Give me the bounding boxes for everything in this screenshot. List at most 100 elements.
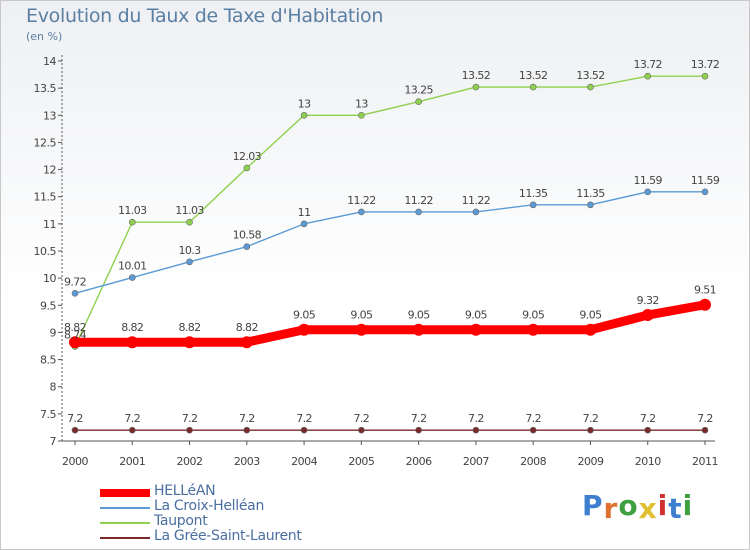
data-label: 13 (298, 97, 311, 110)
data-point (641, 309, 654, 322)
y-tick-label: 7.5 (40, 408, 56, 421)
y-tick-label: 12.5 (34, 136, 57, 149)
data-point (415, 98, 422, 106)
series-la-gree-saint-laurent (71, 426, 709, 434)
x-tick-label: 2010 (635, 455, 661, 468)
data-label: 9.05 (293, 309, 316, 322)
chart-subtitle: (en %) (26, 30, 63, 43)
x-tick-label: 2000 (62, 455, 88, 468)
data-point (527, 323, 540, 336)
data-label: 11.22 (347, 194, 376, 207)
x-tick-label: 2005 (348, 455, 374, 468)
data-label: 8.82 (236, 321, 258, 334)
data-label: 9.05 (579, 309, 602, 322)
data-point (355, 323, 368, 336)
data-point (644, 188, 652, 196)
data-label: 13.52 (519, 69, 548, 82)
x-tick-label: 2011 (692, 455, 718, 468)
data-label: 10.58 (233, 229, 262, 242)
data-label: 9.72 (64, 275, 86, 288)
data-label: 10.3 (178, 244, 201, 257)
data-label: 8.82 (121, 321, 143, 334)
data-point (183, 336, 196, 349)
data-point (644, 426, 652, 434)
series-line (74, 75, 706, 348)
y-tick-label: 9.5 (40, 299, 56, 312)
legend-swatch (100, 507, 150, 509)
legend-label: HELLéAN (154, 483, 216, 499)
data-label: 11.03 (175, 204, 204, 217)
data-label: 7.2 (239, 412, 255, 425)
data-label: 9.51 (694, 284, 716, 297)
data-label: 7.2 (411, 412, 427, 425)
x-tick-label: 2007 (463, 455, 489, 468)
data-point (128, 274, 136, 281)
data-label: 7.2 (697, 412, 713, 425)
y-tick-label: 11.5 (34, 191, 57, 204)
y-tick-label: 13 (43, 109, 56, 122)
data-label: 11.35 (576, 187, 605, 200)
data-label: 9.05 (350, 309, 373, 322)
series-line (74, 191, 706, 295)
data-label: 11.35 (519, 187, 548, 200)
legend-swatch (100, 489, 150, 497)
y-tick-label: 14 (43, 55, 56, 68)
data-point (584, 323, 597, 336)
y-tick-label: 10.5 (34, 245, 57, 258)
data-label: 8.74 (64, 329, 87, 342)
legend-label: La Croix-Helléan (154, 498, 265, 514)
data-point (358, 111, 365, 119)
y-tick-label: 7 (50, 435, 57, 448)
data-label: 10.01 (118, 260, 147, 273)
y-tick-label: 11 (43, 218, 56, 231)
data-label: 7.2 (296, 412, 312, 425)
data-label: 13.52 (462, 69, 491, 82)
data-point (71, 290, 79, 297)
data-point (126, 336, 139, 349)
data-point (71, 426, 79, 434)
x-tick-label: 2001 (119, 455, 145, 468)
y-tick-label: 10 (43, 272, 56, 285)
data-label: 7.2 (182, 412, 198, 425)
legend-swatch (100, 537, 150, 539)
data-point (300, 111, 308, 119)
data-point (644, 72, 652, 80)
data-point (701, 188, 709, 196)
x-tick-label: 2002 (177, 455, 203, 468)
x-tick-label: 2006 (406, 455, 432, 468)
y-tick-label: 13.5 (34, 82, 57, 95)
data-label: 11.22 (462, 194, 491, 207)
data-label: 12.03 (233, 150, 262, 163)
data-point (243, 164, 251, 172)
data-point (415, 426, 422, 434)
data-label: 7.2 (124, 412, 140, 425)
data-label: 13.25 (404, 84, 433, 97)
data-point (469, 323, 482, 336)
y-tick-label: 12 (43, 164, 56, 177)
data-label: 13.72 (633, 58, 662, 71)
legend-label: La Grée-Saint-Laurent (154, 528, 302, 544)
data-point (186, 426, 193, 434)
data-label: 11.59 (633, 174, 662, 187)
y-tick-label: 8 (50, 381, 57, 394)
chart-title: Evolution du Taux de Taxe d'Habitation (26, 5, 384, 27)
data-label: 13 (355, 97, 368, 110)
legend-swatch (100, 522, 150, 524)
data-point (472, 208, 480, 216)
data-point (243, 243, 251, 250)
data-label: 9.32 (637, 294, 659, 307)
data-label: 9.05 (522, 309, 545, 322)
data-point (243, 426, 251, 434)
data-label: 11 (298, 206, 311, 219)
data-point (69, 336, 81, 349)
x-tick-label: 2009 (577, 455, 603, 468)
data-point (587, 201, 594, 209)
data-label: 9.05 (465, 309, 488, 322)
data-label: 7.2 (525, 412, 541, 425)
data-label: 7.2 (640, 412, 656, 425)
data-point (701, 426, 709, 434)
data-point (415, 208, 422, 216)
y-tick-label: 9 (50, 326, 57, 339)
